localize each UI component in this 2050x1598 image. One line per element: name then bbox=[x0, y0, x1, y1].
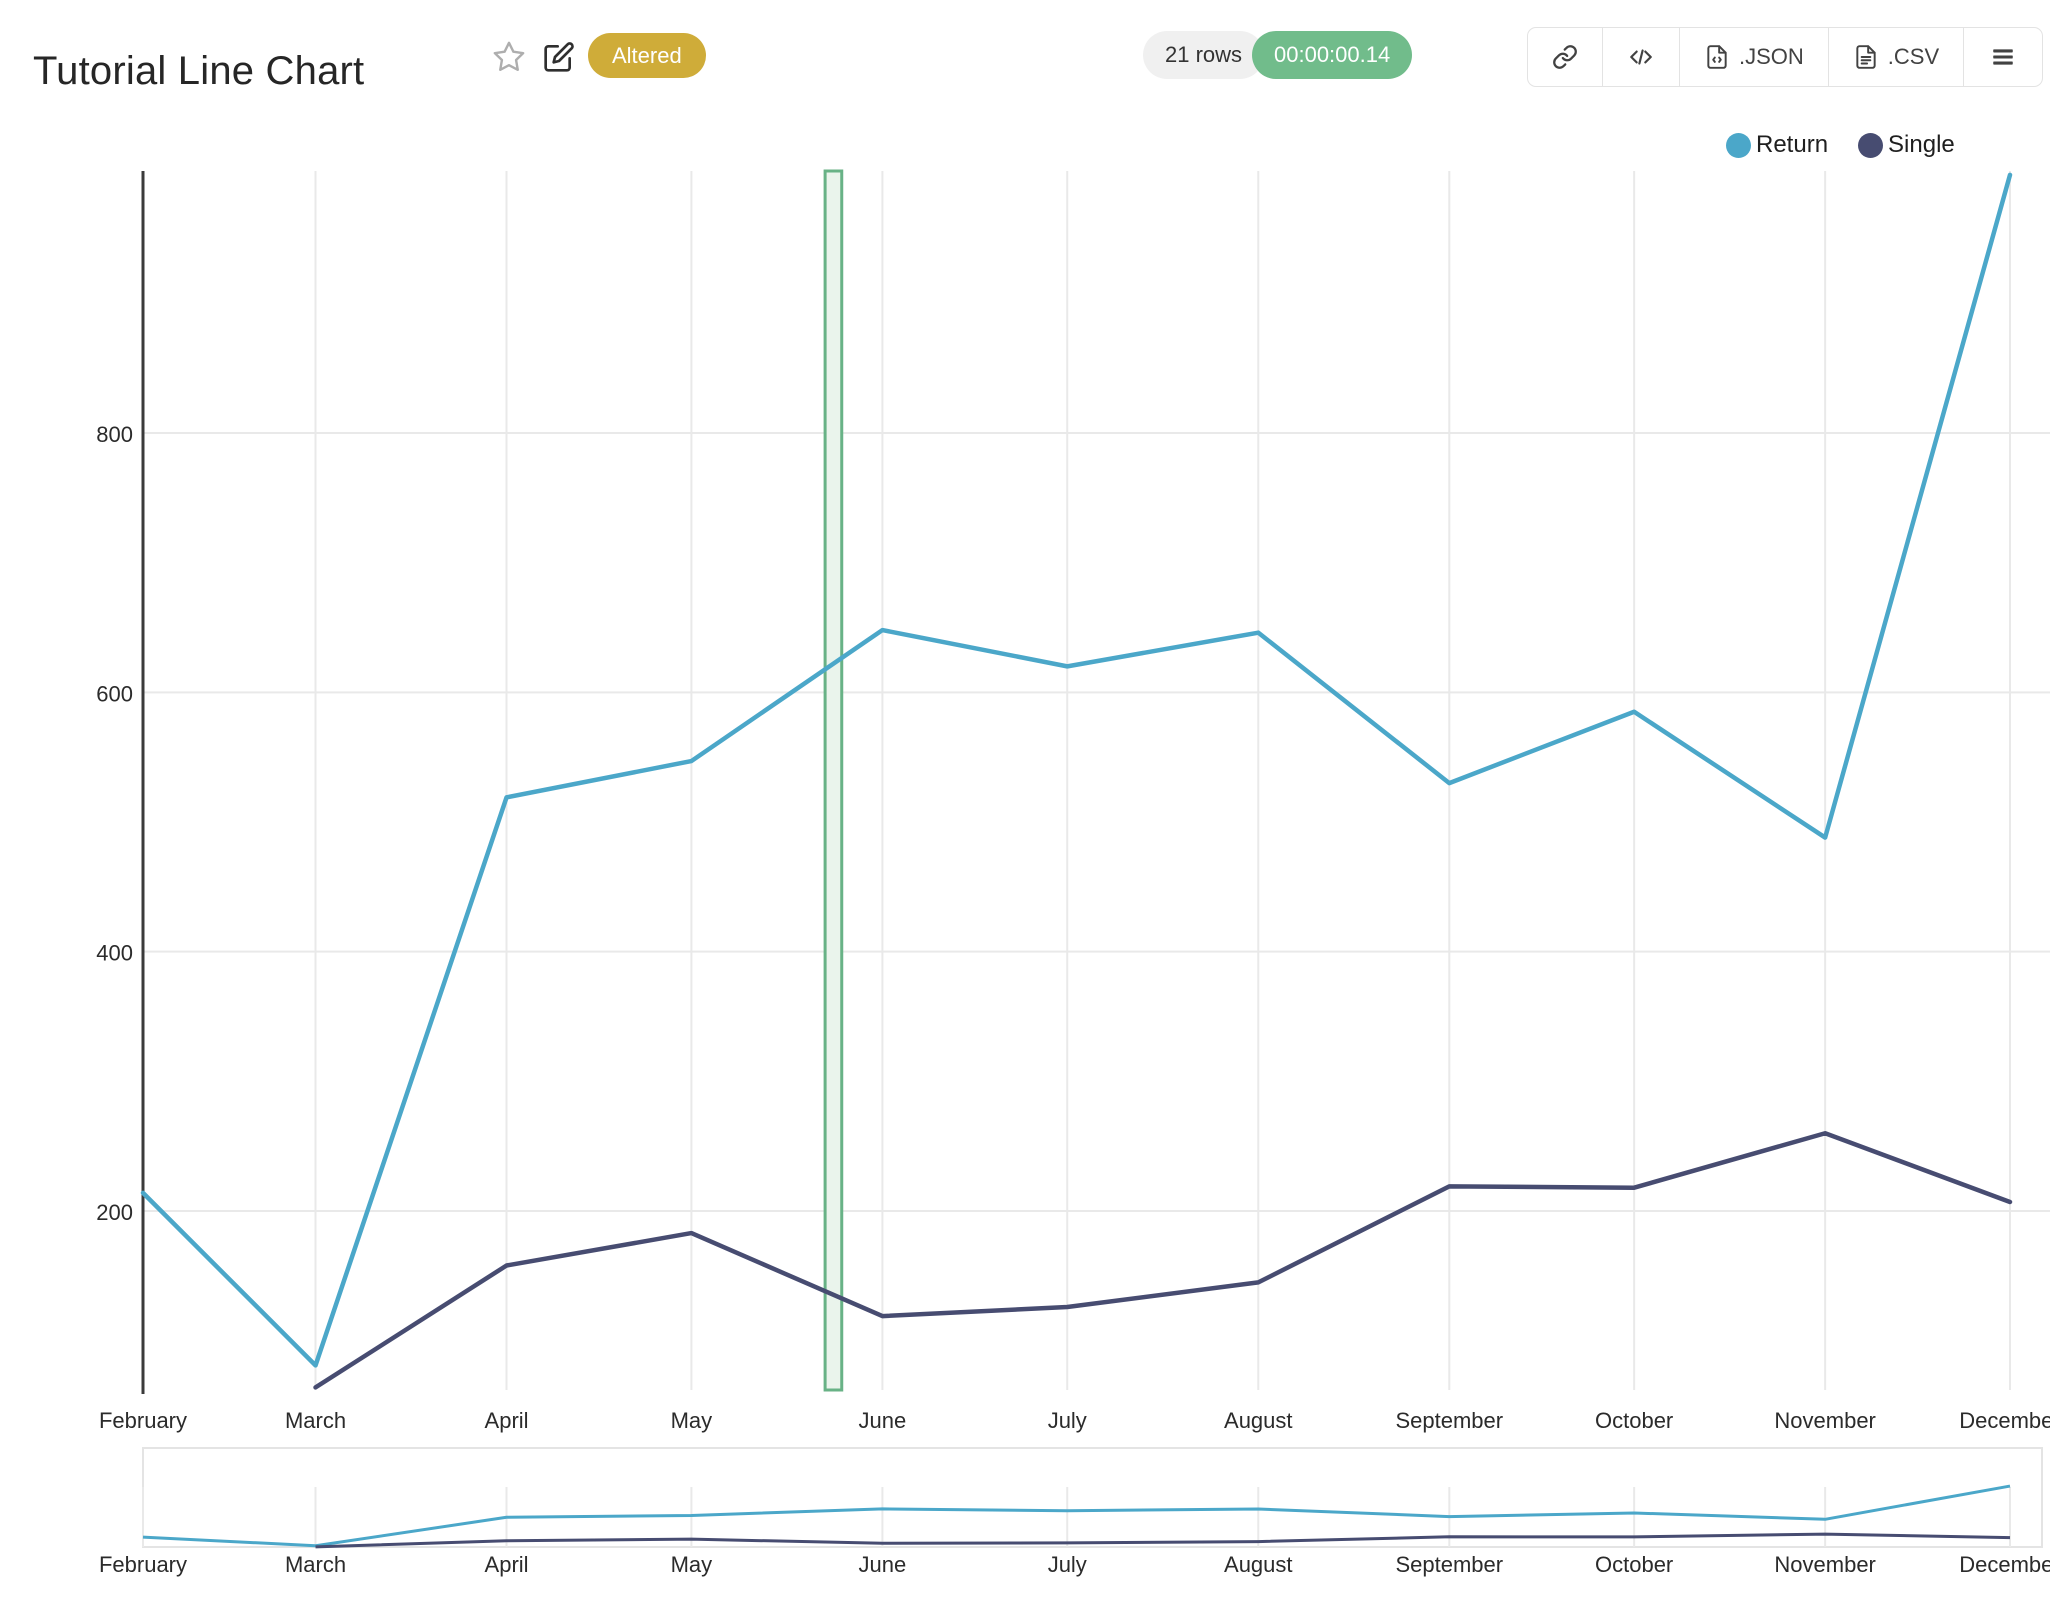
altered-badge: Altered bbox=[588, 33, 706, 78]
execution-time-pill: 00:00:00.14 bbox=[1252, 31, 1413, 79]
x-axis-tick-label: September bbox=[1395, 1408, 1503, 1433]
chart-legend: Return Single bbox=[1726, 131, 1955, 159]
rangeslider-series-single bbox=[315, 1532, 2011, 1549]
rangeslider-tick-label: May bbox=[671, 1552, 713, 1577]
rangeslider-tick-label: December bbox=[1959, 1552, 2050, 1577]
x-axis-tick-label: October bbox=[1595, 1408, 1673, 1433]
rangeslider-tick-label: April bbox=[485, 1552, 529, 1577]
x-axis-tick-label: August bbox=[1224, 1408, 1293, 1433]
selection-band[interactable] bbox=[823, 169, 844, 1392]
file-code-icon bbox=[1704, 44, 1730, 70]
rangeslider-tick-label: February bbox=[99, 1552, 187, 1577]
header: Tutorial Line Chart Altered 21 rows 00:0… bbox=[0, 0, 2050, 110]
rangeslider-tick-label: October bbox=[1595, 1552, 1673, 1577]
x-axis-tick-label: June bbox=[859, 1408, 907, 1433]
rangeslider-tick-label: August bbox=[1224, 1552, 1293, 1577]
download-csv-label: .CSV bbox=[1887, 44, 1940, 69]
page-title: Tutorial Line Chart bbox=[33, 48, 365, 93]
return-series-dot bbox=[1726, 132, 1751, 158]
favorite-star-icon[interactable] bbox=[492, 40, 526, 74]
rangeslider-tick-label: September bbox=[1395, 1552, 1503, 1577]
x-axis-tick-label: May bbox=[671, 1408, 713, 1433]
single-series-label: Single bbox=[1888, 131, 1955, 158]
menu-button[interactable] bbox=[1964, 28, 2042, 86]
link-icon bbox=[1552, 44, 1578, 70]
download-json-label: .JSON bbox=[1739, 44, 1804, 69]
y-axis-tick-label: 600 bbox=[96, 681, 133, 706]
embed-code-button[interactable] bbox=[1603, 28, 1680, 86]
y-axis-tick-label: 200 bbox=[96, 1200, 133, 1225]
y-axis-tick-label: 400 bbox=[96, 941, 133, 966]
series-line-single bbox=[313, 1130, 2013, 1390]
return-series-label: Return bbox=[1756, 131, 1829, 158]
single-series-dot bbox=[1858, 132, 1884, 158]
share-link-button[interactable] bbox=[1528, 28, 1603, 86]
rangeslider-tick-label: June bbox=[859, 1552, 907, 1577]
download-csv-button[interactable]: .CSV bbox=[1829, 28, 1965, 86]
rangeslider-tick-label: March bbox=[285, 1552, 346, 1577]
x-axis-tick-label: March bbox=[285, 1408, 346, 1433]
code-icon bbox=[1627, 44, 1655, 70]
x-axis-tick-label: November bbox=[1774, 1408, 1875, 1433]
rangeslider-series-return bbox=[142, 1484, 2011, 1548]
x-axis-tick-label: February bbox=[99, 1408, 187, 1433]
hamburger-icon bbox=[1988, 44, 2018, 70]
download-json-button[interactable]: .JSON bbox=[1680, 28, 1829, 86]
legend-item-single[interactable]: Single bbox=[1858, 131, 1955, 159]
x-axis-tick-label: July bbox=[1048, 1408, 1087, 1433]
rangeslider-tick-label: July bbox=[1048, 1552, 1087, 1577]
file-text-icon bbox=[1853, 44, 1879, 70]
x-axis-tick-label: April bbox=[485, 1408, 529, 1433]
rangeslider-tick-label: November bbox=[1774, 1552, 1875, 1577]
export-button-group: .JSON .CSV bbox=[1527, 27, 2044, 87]
edit-icon[interactable] bbox=[543, 41, 575, 73]
rangeslider-box[interactable] bbox=[142, 1447, 2043, 1548]
series-line-return bbox=[140, 172, 2013, 1368]
row-count-pill: 21 rows bbox=[1143, 31, 1265, 79]
x-axis-tick-label: December bbox=[1959, 1408, 2050, 1433]
legend-item-return[interactable]: Return bbox=[1726, 131, 1828, 159]
y-axis-tick-label: 800 bbox=[96, 422, 133, 447]
